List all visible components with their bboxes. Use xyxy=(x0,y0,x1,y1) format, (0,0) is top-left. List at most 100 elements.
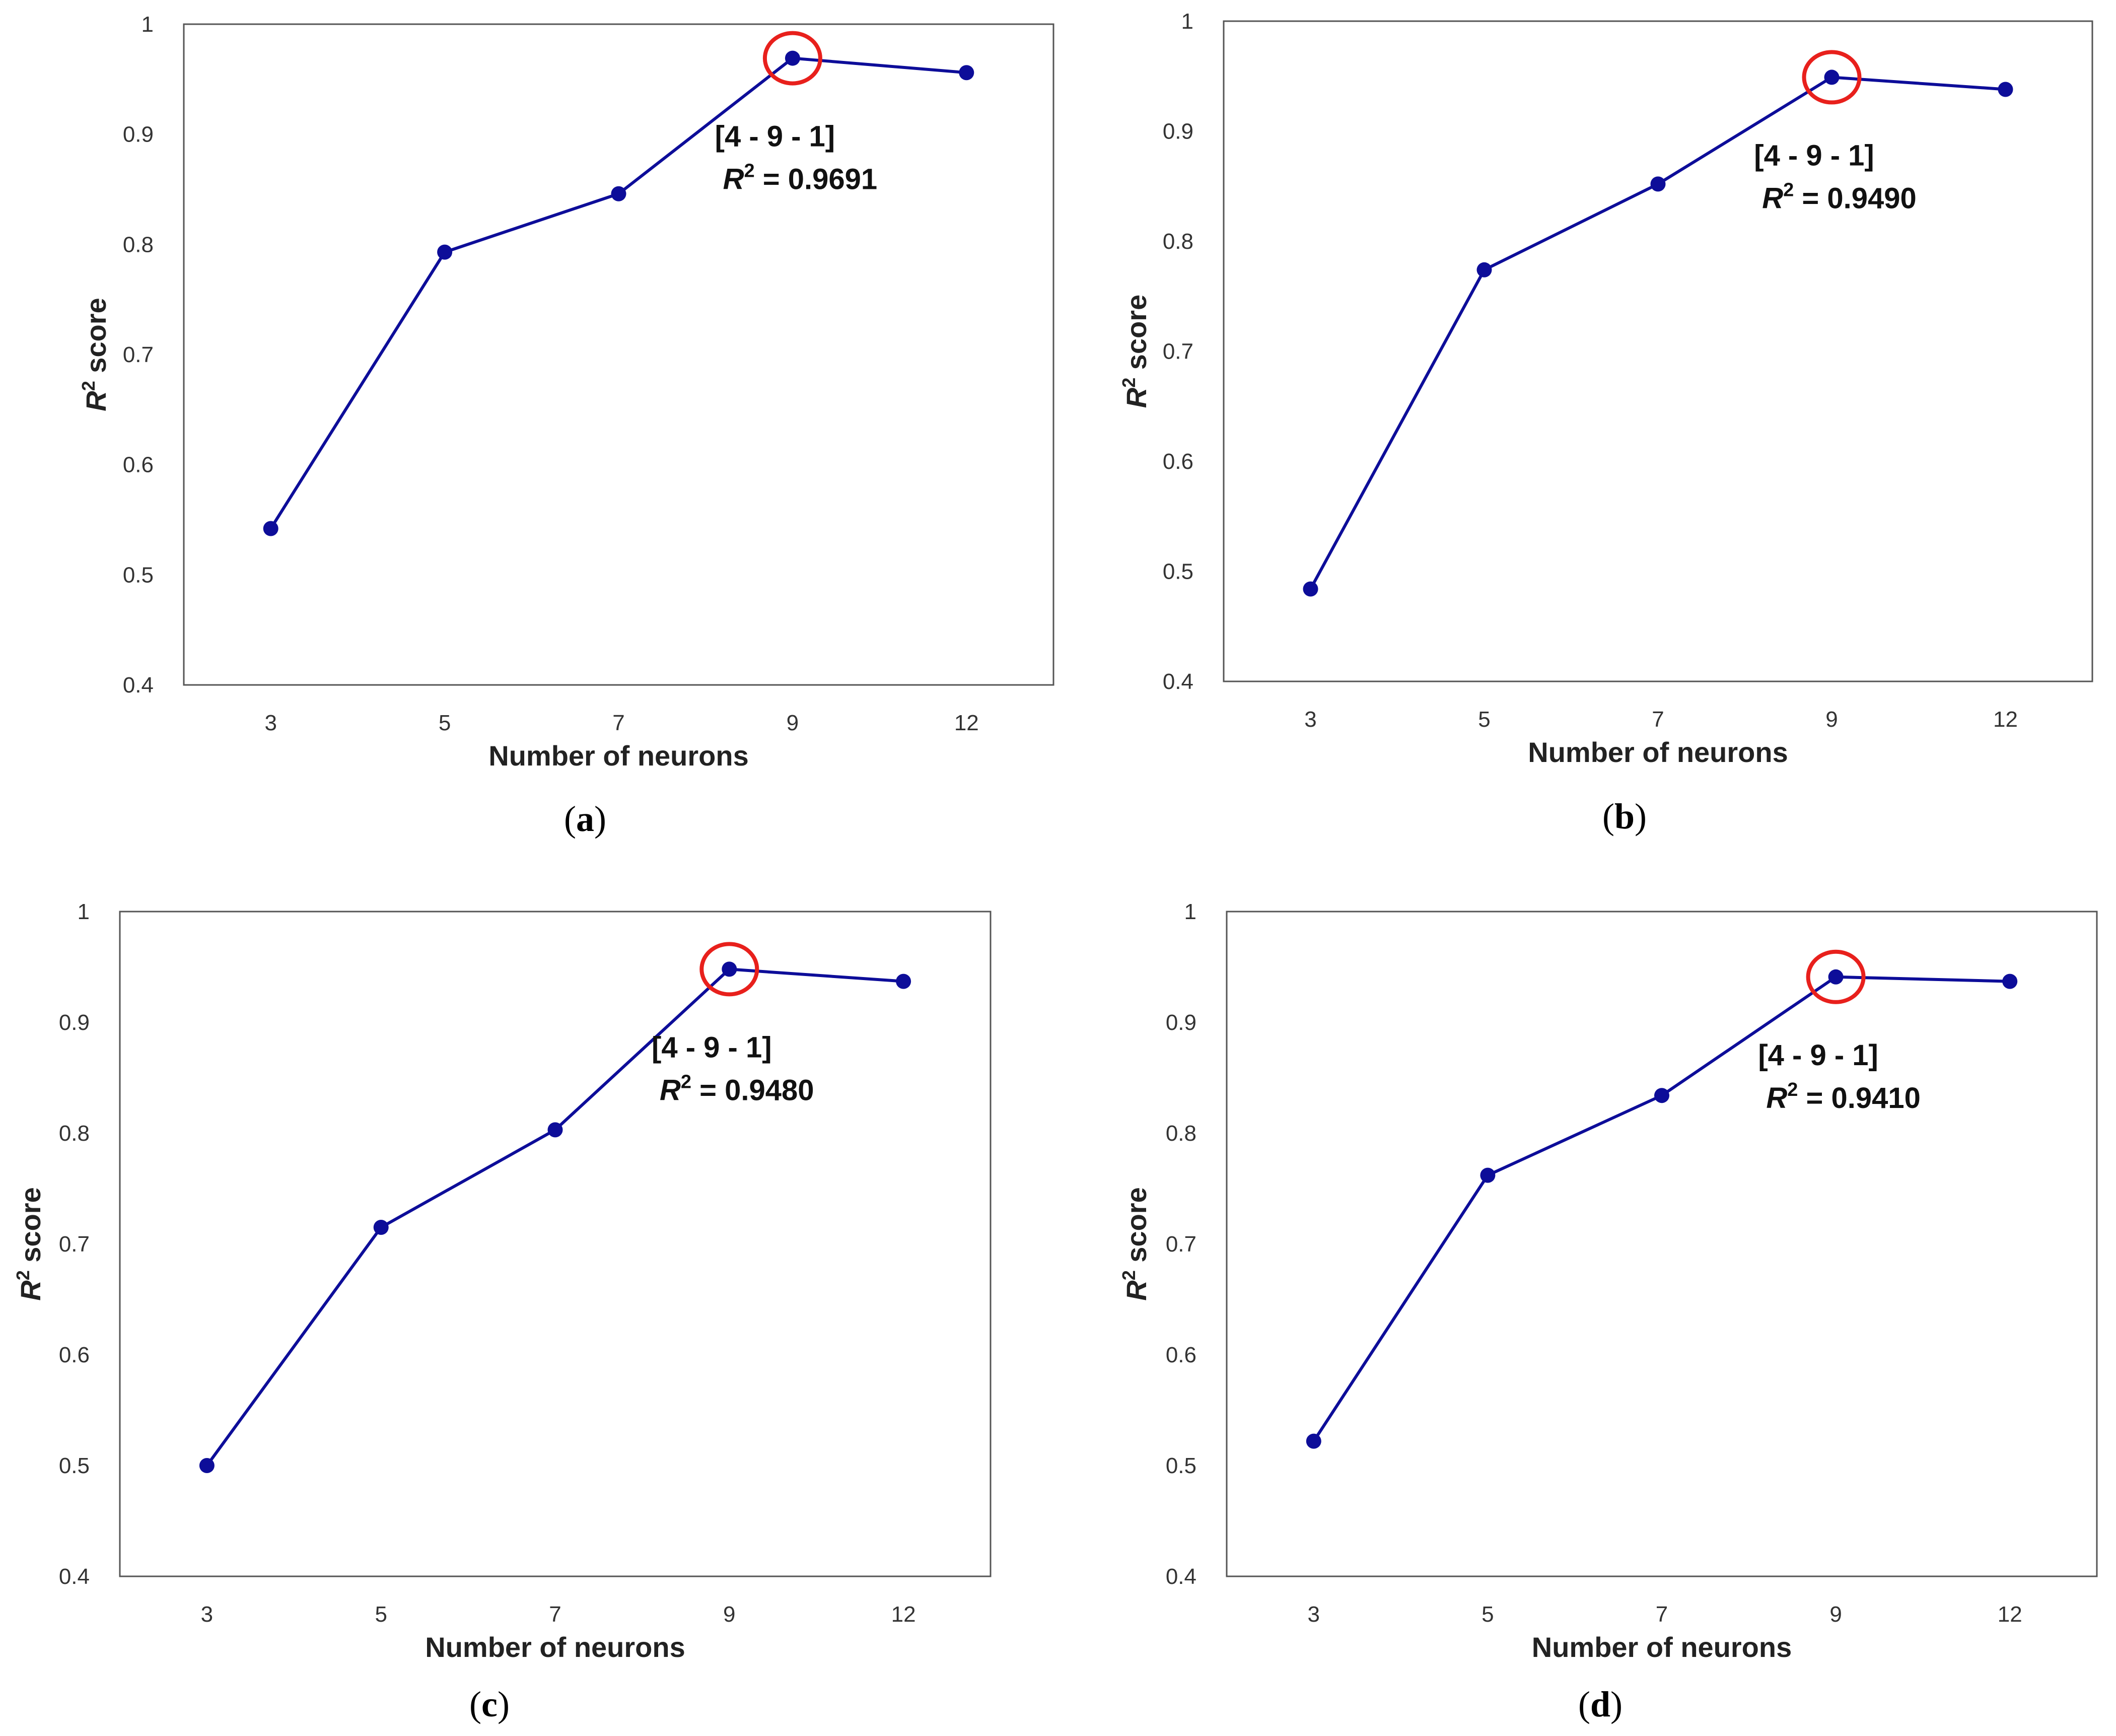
x-tick-label: 7 xyxy=(1656,1602,1668,1627)
y-tick-label: 0.8 xyxy=(1163,229,1193,254)
data-point xyxy=(199,1458,215,1473)
x-axis-title: Number of neurons xyxy=(1528,736,1788,768)
annotation-topology: [4 - 9 - 1] xyxy=(715,120,835,153)
y-tick-label: 1 xyxy=(142,12,154,37)
y-axis-sup: 2 xyxy=(1118,378,1139,388)
chart-panel-d: 0.4 0.5 0.6 0.7 0.8 0.9 1 3 5 7 9 12 Number of neuro… xyxy=(1118,899,2098,1724)
y-axis-text: score xyxy=(1120,295,1152,378)
y-tick-label: 0.6 xyxy=(59,1343,90,1367)
plot-frame xyxy=(1223,20,2093,682)
annotation-value: = 0.9410 xyxy=(1798,1082,1921,1115)
highlight-ring xyxy=(762,31,822,86)
y-tick-label: 0.9 xyxy=(123,122,154,147)
panel-letter: a xyxy=(576,799,594,839)
y-tick-label: 0.9 xyxy=(59,1010,90,1035)
plot-frame xyxy=(119,911,992,1577)
x-tick-label: 12 xyxy=(891,1602,916,1627)
annotation-symbol: R xyxy=(660,1074,681,1106)
y-tick-label: 0.8 xyxy=(123,232,154,257)
x-tick-label: 5 xyxy=(1478,707,1490,732)
data-point xyxy=(611,186,626,201)
y-tick-label: 0.6 xyxy=(1163,449,1193,474)
data-point xyxy=(785,50,800,66)
data-point xyxy=(547,1122,563,1138)
x-tick-label: 3 xyxy=(1308,1602,1320,1627)
data-point xyxy=(1303,581,1318,597)
y-axis-sup: 2 xyxy=(1118,1270,1139,1280)
y-axis-title: R2 score xyxy=(13,1187,46,1300)
x-tick-label: 9 xyxy=(787,711,799,735)
x-tick-label: 7 xyxy=(612,711,624,735)
x-axis-title: Number of neurons xyxy=(425,1631,685,1663)
annotation-topology: [4 - 9 - 1] xyxy=(1754,139,1874,172)
annotation-sup: 2 xyxy=(681,1071,691,1092)
panel-label: (c) xyxy=(469,1684,510,1724)
y-axis-text: score xyxy=(15,1187,46,1270)
data-point xyxy=(2002,974,2018,989)
panel-label: (b) xyxy=(1602,796,1647,837)
annotation-symbol: R xyxy=(723,163,744,196)
x-tick-label: 12 xyxy=(1998,1602,2022,1627)
chart-panel-b: 0.4 0.5 0.6 0.7 0.8 0.9 1 3 5 7 9 12 Number of neuro… xyxy=(1118,9,2093,837)
data-point xyxy=(1476,262,1492,277)
y-axis-sup: 2 xyxy=(78,381,99,391)
y-axis-title: R2 score xyxy=(78,298,112,411)
highlight-ring xyxy=(1802,50,1862,105)
data-point xyxy=(896,974,911,989)
panel-letter: d xyxy=(1590,1684,1610,1724)
y-tick-label: 0.7 xyxy=(123,342,154,367)
data-point xyxy=(1824,70,1840,85)
y-axis-symbol: R xyxy=(1120,387,1152,408)
annotation-score: R2 = 0.9410 xyxy=(1766,1079,1921,1115)
y-tick-label: 0.7 xyxy=(1163,339,1193,364)
annotation-value: = 0.9480 xyxy=(691,1074,814,1106)
chart-panel-a: 0.4 0.5 0.6 0.7 0.8 0.9 1 3 5 7 9 12 Number of neuro… xyxy=(78,12,1054,839)
x-axis-title: Number of neurons xyxy=(488,740,748,772)
data-point xyxy=(1650,176,1666,192)
y-axis-text: score xyxy=(1120,1187,1152,1270)
y-tick-label: 0.5 xyxy=(123,563,154,587)
y-tick-label: 0.9 xyxy=(1163,119,1193,144)
chart-panel-c: 0.4 0.5 0.6 0.7 0.8 0.9 1 3 5 7 9 12 Number of neuro… xyxy=(13,899,992,1724)
x-tick-label: 9 xyxy=(1825,707,1838,732)
y-tick-label: 1 xyxy=(1181,9,1193,34)
y-tick-label: 0.4 xyxy=(123,673,154,698)
y-tick-label: 0.7 xyxy=(59,1232,90,1257)
x-tick-label: 5 xyxy=(439,711,451,735)
data-point xyxy=(437,244,453,260)
y-tick-label: 0.6 xyxy=(123,453,154,477)
data-point xyxy=(1480,1167,1496,1183)
data-point xyxy=(1654,1088,1669,1103)
x-tick-label: 5 xyxy=(375,1602,387,1627)
y-tick-label: 0.7 xyxy=(1166,1232,1196,1257)
panel-label: (d) xyxy=(1578,1684,1623,1724)
data-point xyxy=(1998,82,2013,97)
x-tick-label: 9 xyxy=(1829,1602,1842,1627)
highlight-ring xyxy=(1806,949,1866,1004)
data-point xyxy=(1828,969,1844,985)
annotation-topology: [4 - 9 - 1] xyxy=(652,1031,772,1064)
annotation-sup: 2 xyxy=(1783,179,1794,200)
y-tick-label: 0.4 xyxy=(59,1564,90,1589)
x-tick-label: 7 xyxy=(549,1602,561,1627)
y-axis-sup: 2 xyxy=(13,1270,33,1280)
data-point xyxy=(263,521,278,536)
annotation-symbol: R xyxy=(1766,1082,1787,1115)
y-tick-label: 0.5 xyxy=(1166,1453,1196,1478)
y-axis-symbol: R xyxy=(1120,1280,1152,1301)
y-tick-label: 0.5 xyxy=(59,1453,90,1478)
y-axis-symbol: R xyxy=(80,391,112,411)
annotation-score: R2 = 0.9490 xyxy=(1762,179,1917,215)
x-tick-label: 12 xyxy=(954,711,979,735)
x-tick-label: 12 xyxy=(1993,707,2018,732)
plot-frame xyxy=(1226,911,2098,1577)
x-tick-label: 3 xyxy=(264,711,276,735)
data-point xyxy=(959,65,974,81)
y-tick-label: 0.5 xyxy=(1163,560,1193,584)
annotation-value: = 0.9490 xyxy=(1794,182,1917,215)
y-tick-label: 0.4 xyxy=(1166,1564,1196,1589)
x-tick-label: 5 xyxy=(1482,1602,1494,1627)
panel-letter: b xyxy=(1614,796,1635,837)
plot-frame xyxy=(183,23,1054,686)
